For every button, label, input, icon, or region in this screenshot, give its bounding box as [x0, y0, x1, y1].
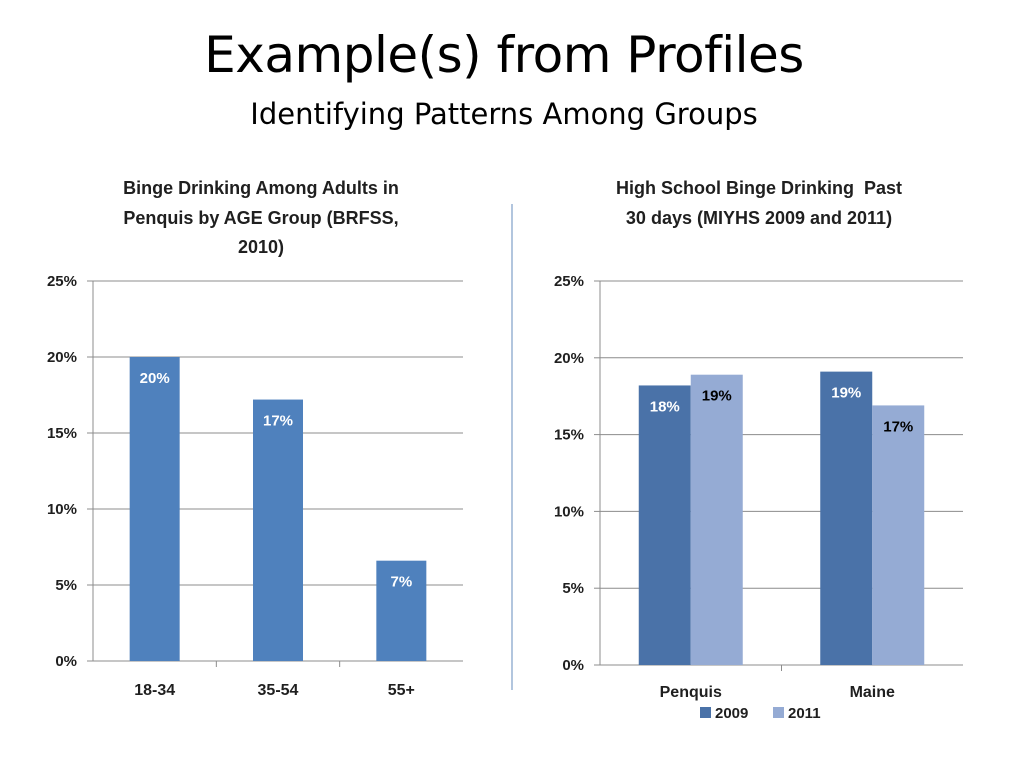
bar-2011: [690, 374, 743, 665]
data-label: 19%: [702, 388, 732, 405]
y-tick-label: 15%: [47, 425, 77, 442]
y-tick-label: 5%: [55, 577, 77, 594]
data-label: 7%: [390, 574, 412, 591]
y-tick-label: 0%: [562, 657, 584, 674]
bar-2009: [820, 371, 873, 665]
y-tick-label: 0%: [55, 653, 77, 670]
bar: [253, 399, 303, 661]
legend-label: 2009: [715, 705, 748, 722]
chart-title-line: 30 days (MIYHS 2009 and 2011): [626, 208, 892, 228]
legend-label: 2011: [788, 705, 821, 722]
data-label: 18%: [650, 398, 680, 415]
bar-2009: [638, 385, 691, 665]
y-tick-label: 25%: [47, 273, 77, 290]
chart-title-line: Penquis by AGE Group (BRFSS,: [123, 208, 398, 228]
y-tick-label: 15%: [554, 427, 584, 444]
x-tick-label: Penquis: [660, 684, 722, 701]
y-tick-label: 10%: [47, 501, 77, 518]
legend-swatch: [700, 707, 711, 718]
y-tick-label: 10%: [554, 503, 584, 520]
y-tick-label: 20%: [554, 350, 584, 367]
bar: [129, 357, 180, 661]
x-tick-label: 18-34: [134, 682, 175, 699]
chart-title-line: High School Binge Drinking Past: [616, 178, 902, 198]
y-tick-label: 25%: [554, 273, 584, 290]
chart-title-line: Binge Drinking Among Adults in: [123, 178, 399, 198]
x-tick-label: 55+: [388, 682, 415, 699]
bar: [376, 560, 427, 661]
data-label: 20%: [140, 370, 170, 387]
slide-title: Example(s) from Profiles: [204, 26, 804, 84]
data-label: 19%: [831, 385, 861, 402]
y-tick-label: 20%: [47, 349, 77, 366]
bar-2011: [872, 405, 925, 665]
x-tick-label: 35-54: [258, 682, 299, 699]
data-label: 17%: [263, 413, 293, 430]
x-tick-label: Maine: [850, 684, 895, 701]
y-tick-label: 5%: [562, 580, 584, 597]
data-label: 17%: [883, 418, 913, 435]
chart-title-line: 2010): [238, 237, 284, 257]
legend-swatch: [773, 707, 784, 718]
slide-subtitle: Identifying Patterns Among Groups: [250, 97, 758, 131]
